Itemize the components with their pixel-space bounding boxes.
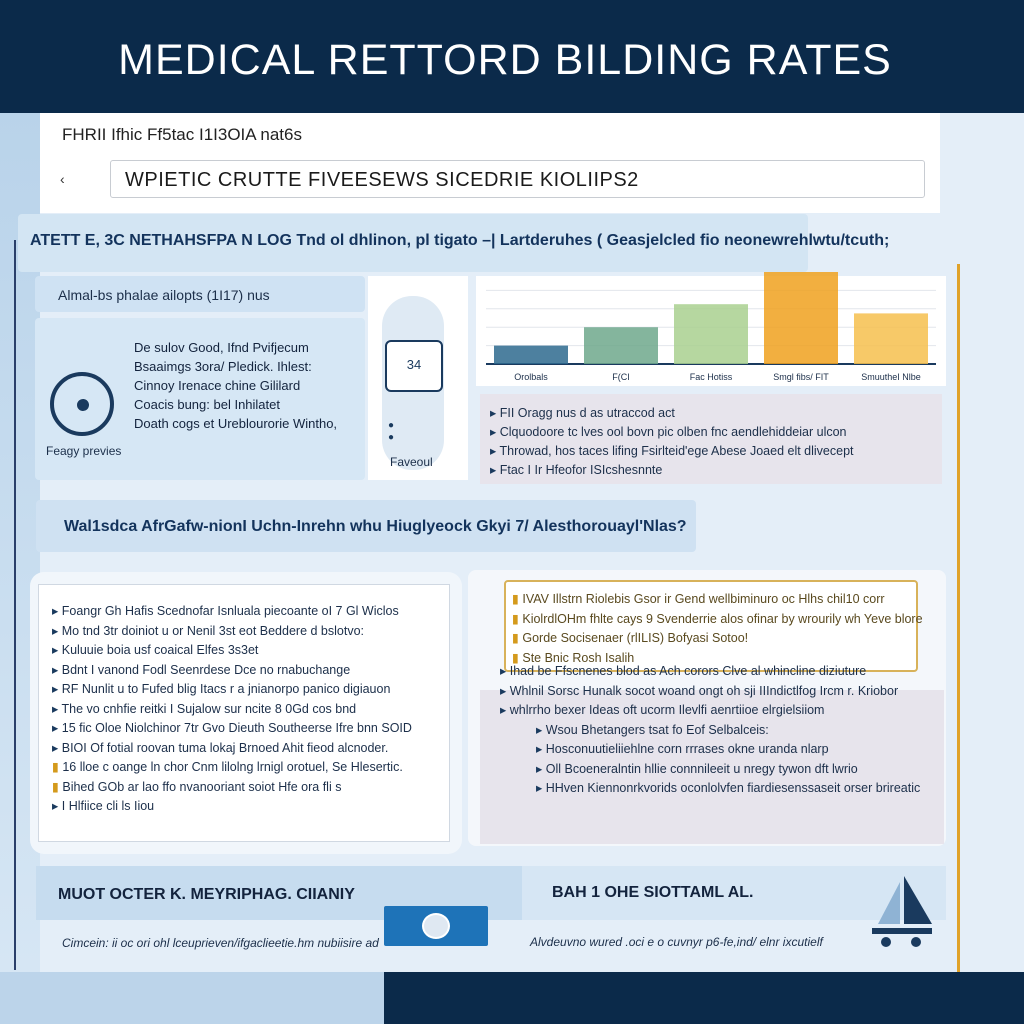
gauge-label: Feagy previes <box>46 444 122 458</box>
x-tick-label: Smgl fibs/ FIT <box>773 372 829 382</box>
summary-card-header <box>35 276 365 312</box>
search-field-value: WPIETIC CRUTTE FIVEESEWS SICEDRIE KIOLII… <box>125 169 639 191</box>
list-item: Foangr Gh Hafis Scednofar Isnluala pieco… <box>52 602 412 622</box>
list-item: FII Oragg nus d as utraccod act <box>490 404 854 423</box>
monitor-badge-icon: 34 <box>385 340 443 392</box>
list-item: BIOI Of fotial roovan tuma lokaj Brnoed … <box>52 739 412 759</box>
right-list: Ihad be Ffscnenes blod as Ach corors Clv… <box>500 662 920 799</box>
summary-line: Cinnoy Irenace chine Gililard <box>134 378 301 393</box>
list-item: whlrrho bexer Ideas oft ucorm Ilevlfi ae… <box>500 701 920 721</box>
list-item: I Hlfiice cli ls Iiou <box>52 797 412 817</box>
summary-card-lines: De sulov Good, Ifnd Pvifjecum Bsaaimgs 3… <box>134 338 337 433</box>
summary-line: De sulov Good, Ifnd Pvifjecum <box>134 340 309 355</box>
search-field[interactable]: WPIETIC CRUTTE FIVEESEWS SICEDRIE KIOLII… <box>110 160 925 198</box>
section-banner <box>18 214 808 272</box>
left-list: Foangr Gh Hafis Scednofar Isnluala pieco… <box>52 602 412 817</box>
bar <box>584 327 658 364</box>
highlight-list: IVAV Illstrn Riolebis Gsor ir Gend wellb… <box>512 590 923 669</box>
sailboat-icon <box>872 876 932 947</box>
list-item: Wsou Bhetangers tsat fo Eof Selbalceis: <box>500 721 920 741</box>
list-item: KiolrdlOHm fhlte cays 9 Svenderrie alos … <box>512 610 922 630</box>
x-tick-label: SmuutheI Nlbe <box>861 372 921 382</box>
list-item: Bihed GOb ar lao ffo nvanooriant soiot H… <box>52 778 412 798</box>
footer-right-title: BAH 1 OHE SIOTTAML AL. <box>552 884 754 901</box>
bar <box>854 313 928 364</box>
notes-list: FII Oragg nus d as utraccod act Clquodoo… <box>490 404 854 480</box>
middle-label: Faveoul <box>390 455 433 469</box>
list-item: Ste Bnic Rosh Isalih <box>512 649 923 669</box>
list-item: Kuluuie boia usf coaical Elfes 3s3et <box>52 641 412 661</box>
summary-line: Coacis bung: bel Inhilatet <box>134 397 280 412</box>
question-text: Wal1sdca AfrGafw-nionI Uchn-Inrehn whu H… <box>64 518 687 535</box>
list-item: Bdnt I vanond Fodl Seenrdese Dce no rnab… <box>52 661 412 681</box>
list-item: RF Nunlit u to Fufed blig Itacs r a jnia… <box>52 680 412 700</box>
left-divider <box>14 240 16 970</box>
bottom-left-block <box>0 972 384 1024</box>
chevron-left-icon[interactable]: ‹ <box>60 171 65 187</box>
x-tick-label: Fac Hotiss <box>690 372 733 382</box>
list-item: Clquodoore tc lves ool bovn pic olben fn… <box>490 423 854 442</box>
list-item: Ihad be Ffscnenes blod as Ach corors Clv… <box>500 662 920 682</box>
list-item: Mo tnd 3tr doiniot u or Nenil 3st eot Be… <box>52 622 412 642</box>
header-bar: MEDICAL RETTORD BILDING RATES <box>0 0 1024 113</box>
list-item: Hosconuutieliiehlne corn rrrases okne ur… <box>500 740 920 760</box>
coin-icon <box>422 913 450 939</box>
summary-line: Bsaaimgs 3ora/ Pledick. Ihlest: <box>134 359 312 374</box>
banner-extension <box>808 224 978 264</box>
bar <box>494 345 568 364</box>
gauge-icon <box>50 372 114 436</box>
list-item: Ftac I Ir Hfeofor ISIcshesnnte <box>490 461 854 480</box>
page-title: MEDICAL RETTORD BILDING RATES <box>118 36 892 84</box>
list-item: 16 lloe c oange ln chor Cnm lilolng lrni… <box>52 758 412 778</box>
list-item: 15 fic Oloe Niolchinor 7tr Gvo Dieuth So… <box>52 719 412 739</box>
bottom-bar <box>384 972 1024 1024</box>
list-item: IVAV Illstrn Riolebis Gsor ir Gend wellb… <box>512 590 923 610</box>
strip-extension <box>696 484 946 556</box>
summary-line: Doath cogs et Ureblourorie Wintho, <box>134 416 338 431</box>
question-strip <box>36 500 696 552</box>
footer-left-title: MUOT OCTER K. MEYRIPHAG. CIIANIY <box>58 886 355 903</box>
footer-right-banner <box>522 866 946 920</box>
list-item: Throwad, hos taces lifing Fsirlteid'ege … <box>490 442 854 461</box>
x-tick-label: F(CI <box>612 372 630 382</box>
list-item: Gorde Socisenaer (rlILIS) Bofyasi Sotoo! <box>512 629 923 649</box>
top-panel: FHRII Ifhic Ff5tac I1I3OIA nat6s WPIETIC… <box>40 113 940 213</box>
x-tick-label: Orolbals <box>514 372 548 382</box>
footer-left-subtitle: Cimcein: ii oc ori ohl lceuprieven/ifgac… <box>62 936 379 950</box>
summary-card-title: Almal-bs phalae ailopts (1I17) nus <box>58 287 270 303</box>
bar-chart: Orolbals F(CI Fac Hotiss Smgl fibs/ FIT Smuu… <box>486 272 936 382</box>
right-accent-line <box>957 248 960 972</box>
list-item: The vo cnhfie reitki I Sujalow sur ncite… <box>52 700 412 720</box>
list-item: Whlnil Sorsc Hunalk socot woand ongt oh … <box>500 682 920 702</box>
bar <box>764 272 838 364</box>
top-label: FHRII Ifhic Ff5tac I1I3OIA nat6s <box>62 125 302 144</box>
bar <box>674 304 748 364</box>
list-item: HHven Kiennonrkvorids oconlolvfen fiardi… <box>500 779 920 799</box>
footer-right-subtitle: Alvdeuvno wured .oci e o cuvnyr p6-fe,in… <box>530 935 823 949</box>
banner-text: ATETT E, 3C NETHAHSFPA N LOG Tnd ol dhli… <box>30 232 890 249</box>
dots-icon: ● ● <box>388 420 395 443</box>
footer-action-button[interactable] <box>384 906 488 946</box>
list-item: Oll Bcoeneralntin hllie connnileeit u nr… <box>500 760 920 780</box>
